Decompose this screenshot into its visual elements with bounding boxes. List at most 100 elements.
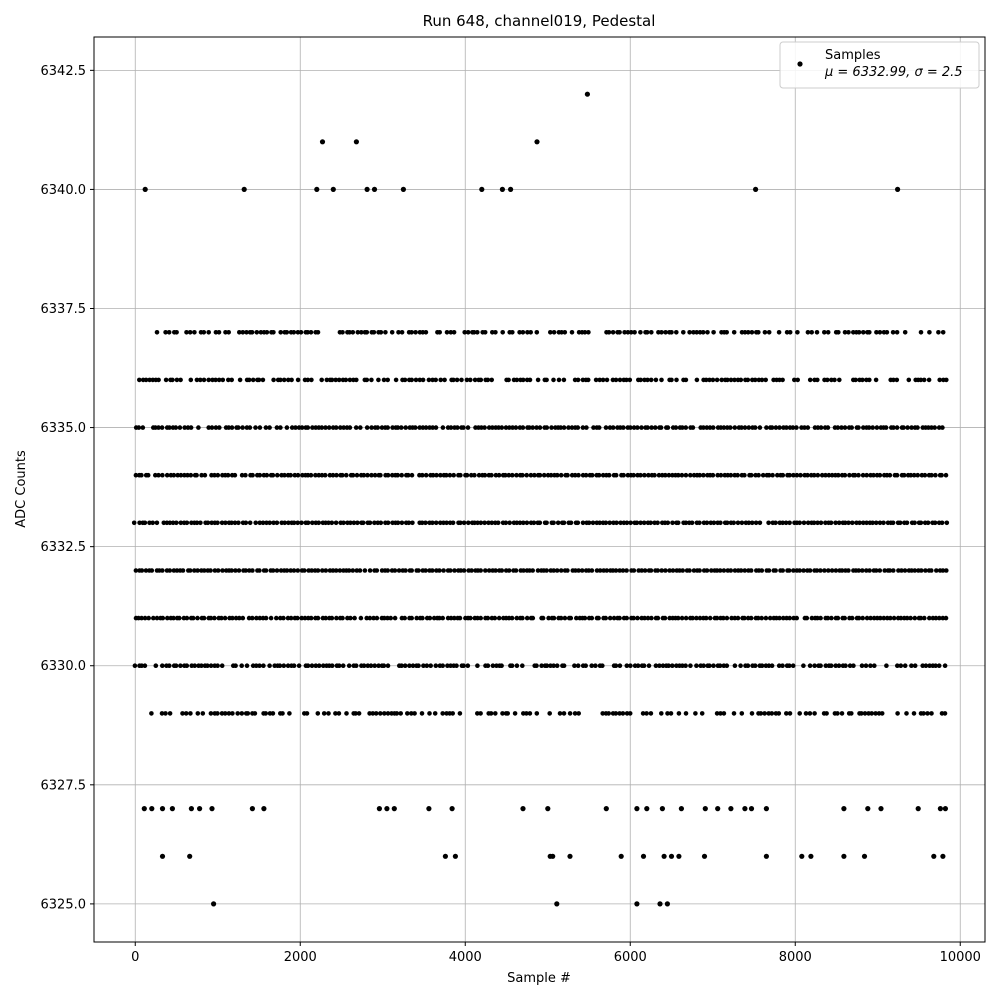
data-point <box>667 568 672 573</box>
data-point <box>829 615 834 621</box>
data-point <box>448 425 454 430</box>
data-point <box>520 330 526 335</box>
data-point <box>909 425 914 430</box>
data-point <box>192 663 197 668</box>
data-point <box>226 377 231 383</box>
data-point <box>925 520 931 526</box>
data-point <box>668 853 675 859</box>
data-point <box>597 377 602 383</box>
data-point <box>561 711 567 716</box>
data-point <box>749 711 755 716</box>
data-point <box>274 425 280 430</box>
data-point <box>707 377 712 383</box>
data-point <box>835 711 840 716</box>
data-point <box>790 663 796 668</box>
data-point <box>208 711 214 716</box>
data-point <box>658 425 664 430</box>
data-point <box>763 615 769 621</box>
data-point <box>769 663 775 668</box>
data-point <box>815 615 820 621</box>
data-point <box>503 520 509 526</box>
data-point <box>399 472 405 478</box>
data-point <box>392 568 398 573</box>
data-point <box>410 520 415 526</box>
data-point <box>500 330 506 335</box>
data-point <box>184 520 190 526</box>
data-point <box>233 568 238 573</box>
data-point <box>617 663 623 668</box>
data-point <box>287 711 292 716</box>
data-point <box>610 425 616 430</box>
data-point <box>873 520 879 526</box>
data-point <box>353 711 358 716</box>
data-point <box>753 520 759 526</box>
data-point <box>410 663 416 668</box>
data-point <box>641 520 647 526</box>
data-point <box>711 520 717 526</box>
data-point <box>863 663 869 668</box>
data-point <box>725 377 730 383</box>
data-point <box>527 425 532 430</box>
data-point <box>617 330 622 335</box>
data-point <box>247 425 253 430</box>
data-point <box>888 615 893 621</box>
data-point <box>575 520 581 526</box>
data-point <box>236 568 242 573</box>
data-point <box>137 520 142 526</box>
data-point <box>918 377 924 383</box>
data-point <box>891 568 896 573</box>
data-point <box>632 330 637 335</box>
data-point <box>141 806 147 812</box>
data-point <box>299 520 304 526</box>
data-point <box>430 472 436 478</box>
data-point <box>862 711 868 716</box>
data-point <box>624 663 630 668</box>
data-point <box>537 425 543 430</box>
data-point <box>376 806 382 812</box>
data-point <box>870 520 875 526</box>
data-point <box>881 520 886 526</box>
data-point <box>728 806 734 812</box>
data-point <box>333 568 339 573</box>
data-point <box>645 615 651 621</box>
data-point <box>697 568 702 573</box>
data-point <box>891 425 896 430</box>
data-point <box>773 425 779 430</box>
data-point <box>642 615 647 621</box>
data-point <box>430 568 435 573</box>
data-point <box>524 520 530 526</box>
data-point <box>423 568 428 573</box>
data-point <box>367 615 373 621</box>
data-point <box>305 425 311 430</box>
data-point <box>340 663 346 668</box>
data-point <box>452 615 457 621</box>
data-point <box>367 711 372 716</box>
data-point <box>201 330 207 335</box>
data-point <box>825 615 831 621</box>
data-point <box>409 615 415 621</box>
data-point <box>514 520 520 526</box>
data-point <box>185 472 190 478</box>
data-point <box>766 330 772 335</box>
data-point <box>864 568 869 573</box>
x-tick-label: 2000 <box>284 950 317 965</box>
data-point <box>409 568 415 573</box>
data-point <box>628 663 633 668</box>
data-point <box>423 330 429 335</box>
data-point <box>943 472 949 478</box>
data-point <box>493 330 498 335</box>
data-point <box>212 472 217 478</box>
data-point <box>530 615 536 621</box>
data-point <box>687 568 692 573</box>
data-point <box>399 520 405 526</box>
data-point <box>357 568 363 573</box>
data-point <box>697 520 702 526</box>
data-point <box>759 377 765 383</box>
data-point <box>178 377 183 383</box>
data-point <box>894 377 900 383</box>
data-point <box>717 568 723 573</box>
data-point <box>655 568 660 573</box>
data-point <box>478 711 483 716</box>
data-point <box>308 615 314 621</box>
data-point <box>861 425 866 430</box>
